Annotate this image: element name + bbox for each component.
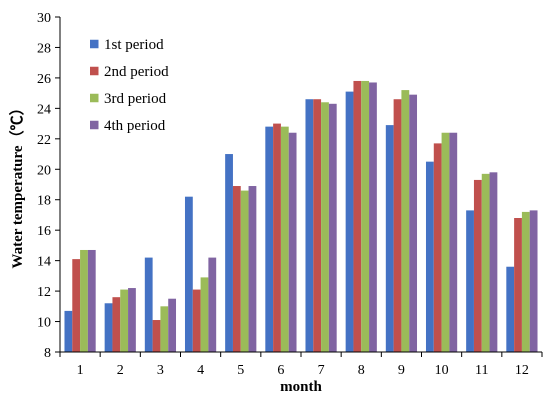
bar-3-6 — [280, 126, 289, 353]
y-tick-label: 28 — [37, 41, 51, 56]
x-tick-label: 10 — [435, 363, 449, 378]
x-tick-label: 5 — [237, 363, 244, 378]
legend-swatch — [90, 93, 99, 103]
y-tick-label: 20 — [37, 163, 51, 178]
y-tick-label: 18 — [37, 194, 51, 209]
bar-4-1 — [87, 249, 96, 352]
y-tick-label: 16 — [37, 224, 51, 239]
legend-label: 2nd period — [104, 64, 169, 80]
x-tick-label: 12 — [515, 363, 529, 378]
y-tick-label: 30 — [37, 11, 51, 26]
bar-2-3 — [152, 320, 161, 352]
bar-1-8 — [345, 91, 354, 352]
legend-label: 1st period — [104, 37, 164, 53]
y-tick-label: 10 — [37, 316, 51, 331]
bar-2-12 — [514, 218, 522, 352]
bar-2-6 — [273, 123, 281, 352]
bar-2-10 — [433, 143, 442, 352]
bar-4-11 — [489, 172, 498, 352]
bar-3-10 — [441, 132, 450, 352]
x-tick-label: 4 — [197, 363, 204, 378]
bar-1-11 — [466, 210, 474, 352]
bar-2-8 — [353, 80, 362, 353]
bar-3-1 — [80, 249, 88, 352]
bar-2-11 — [473, 179, 482, 352]
legend-swatch — [90, 66, 99, 76]
y-axis-title: Water temperature（℃） — [8, 100, 26, 268]
bar-4-9 — [409, 94, 418, 352]
bar-1-1 — [64, 310, 73, 352]
x-tick-label: 11 — [475, 363, 488, 378]
bar-3-4 — [200, 277, 209, 352]
bar-3-2 — [120, 289, 129, 352]
bar-1-4 — [184, 196, 193, 352]
bar-1-3 — [144, 257, 153, 352]
x-tick-label: 2 — [117, 363, 124, 378]
bar-3-9 — [401, 90, 410, 352]
x-tick-label: 8 — [358, 363, 365, 378]
bar-4-12 — [529, 210, 538, 352]
bar-3-11 — [481, 173, 490, 352]
bars-layer — [64, 80, 538, 353]
bar-4-3 — [168, 298, 177, 352]
x-axis-title: month — [280, 379, 322, 395]
bar-4-2 — [128, 288, 136, 352]
bar-1-12 — [506, 266, 515, 352]
bar-1-7 — [305, 99, 314, 353]
bar-4-8 — [369, 82, 377, 353]
legend-swatch — [90, 120, 99, 130]
y-tick-label: 22 — [37, 133, 51, 148]
y-ticks-layer: 8 10 12 14 16 18 20 22 24 26 28 30 — [37, 11, 60, 361]
legend-swatch — [90, 39, 99, 49]
x-tick-label: 1 — [77, 363, 84, 378]
y-tick-label: 26 — [37, 72, 51, 87]
bar-3-5 — [240, 190, 249, 352]
bar-4-7 — [328, 103, 337, 352]
bar-4-4 — [208, 257, 217, 352]
x-tick-label: 6 — [277, 363, 284, 378]
bar-1-9 — [385, 125, 394, 352]
legend: 1st period 2nd period 3rd period 4th period — [90, 37, 169, 134]
bar-4-6 — [288, 132, 297, 352]
bar-1-2 — [104, 303, 113, 352]
bar-3-3 — [160, 306, 169, 352]
bar-3-12 — [521, 211, 530, 352]
bar-2-2 — [112, 297, 121, 352]
legend-label: 3rd period — [104, 91, 167, 107]
bar-2-1 — [72, 259, 81, 352]
bar-2-9 — [393, 99, 402, 353]
bar-4-5 — [248, 186, 257, 352]
bar-1-10 — [425, 161, 434, 352]
x-tick-label: 9 — [398, 363, 405, 378]
bar-4-10 — [449, 132, 458, 352]
x-tick-label: 7 — [318, 363, 325, 378]
bar-2-5 — [232, 186, 241, 352]
x-ticks-layer: 1 2 3 4 5 6 7 8 9 10 11 12 — [59, 352, 543, 378]
bar-2-4 — [192, 289, 201, 352]
bar-1-5 — [225, 154, 233, 352]
y-tick-label: 12 — [37, 285, 51, 300]
y-tick-label: 24 — [37, 102, 51, 117]
bar-3-8 — [361, 80, 370, 353]
bar-2-7 — [313, 99, 322, 353]
legend-label: 4th period — [104, 118, 166, 134]
bar-1-6 — [265, 126, 274, 353]
bar-3-7 — [321, 102, 329, 352]
y-tick-label: 8 — [44, 346, 51, 361]
y-tick-label: 14 — [37, 255, 51, 270]
x-tick-label: 3 — [157, 363, 164, 378]
